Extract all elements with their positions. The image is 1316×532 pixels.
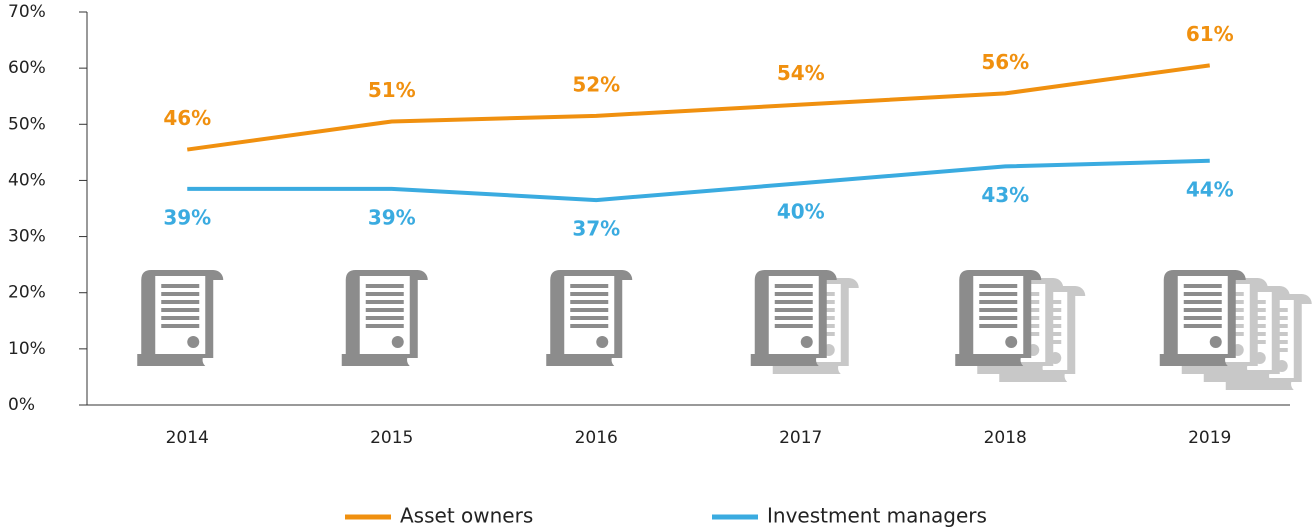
document [1159, 270, 1246, 366]
y-tick-label: 50% [8, 114, 46, 134]
document-icons [137, 270, 1312, 390]
scroll-base [750, 354, 819, 366]
text-line [161, 308, 200, 312]
text-line [979, 308, 1018, 312]
y-tick-label: 30% [8, 227, 46, 247]
text-line [365, 292, 404, 296]
text-line [161, 292, 200, 296]
scroll-base [341, 354, 410, 366]
value-label: 40% [777, 200, 825, 224]
text-line [161, 284, 200, 288]
value-label: 44% [1186, 177, 1234, 201]
y-tick-label: 20% [8, 283, 46, 303]
x-tick-label: 2018 [984, 428, 1027, 448]
text-line [161, 300, 200, 304]
seal [187, 336, 200, 348]
text-line [979, 292, 1018, 296]
text-line [774, 324, 813, 328]
y-tick-label: 60% [8, 58, 46, 78]
text-line [774, 316, 813, 320]
text-line [1183, 292, 1222, 296]
seal [1209, 336, 1222, 348]
text-line [774, 308, 813, 312]
text-line [365, 316, 404, 320]
text-line [570, 284, 609, 288]
text-line [570, 292, 609, 296]
text-line [1183, 308, 1222, 312]
text-line [365, 300, 404, 304]
y-tick-label: 0% [8, 395, 35, 415]
text-line [979, 324, 1018, 328]
text-line [365, 324, 404, 328]
value-label: 61% [1186, 22, 1234, 46]
seal [596, 336, 609, 348]
text-line [774, 300, 813, 304]
x-tick-label: 2016 [575, 428, 618, 448]
value-label: 46% [163, 106, 211, 130]
document [137, 270, 224, 366]
text-line [979, 300, 1018, 304]
scroll-base [546, 354, 615, 366]
y-tick-label: 10% [8, 339, 46, 359]
scroll-base [1159, 354, 1228, 366]
y-tick-label: 40% [8, 170, 46, 190]
x-tick-label: 2014 [166, 428, 209, 448]
value-label: 43% [981, 183, 1029, 207]
document [341, 270, 428, 366]
text-line [570, 300, 609, 304]
value-label: 54% [777, 61, 825, 85]
text-line [774, 292, 813, 296]
document [750, 270, 837, 366]
text-line [161, 324, 200, 328]
legend-label: Investment managers [767, 504, 987, 528]
document [955, 270, 1042, 366]
x-tick-label: 2017 [779, 428, 822, 448]
text-line [1183, 324, 1222, 328]
text-line [979, 284, 1018, 288]
seal [391, 336, 404, 348]
text-line [979, 316, 1018, 320]
x-tick-label: 2015 [370, 428, 413, 448]
value-label: 52% [572, 72, 620, 96]
value-label: 56% [981, 50, 1029, 74]
text-line [570, 324, 609, 328]
text-line [365, 284, 404, 288]
document [546, 270, 633, 366]
text-line [365, 308, 404, 312]
x-tick-label: 2019 [1188, 428, 1231, 448]
legend-label: Asset owners [400, 504, 533, 528]
seal [800, 336, 813, 348]
line [186, 63, 1211, 152]
scroll-base [955, 354, 1024, 366]
text-line [1183, 284, 1222, 288]
seal [1005, 336, 1018, 348]
text-line [570, 308, 609, 312]
line [187, 158, 1210, 203]
text-line [161, 316, 200, 320]
value-label: 39% [368, 205, 416, 229]
text-line [570, 316, 609, 320]
text-line [774, 284, 813, 288]
value-label: 37% [572, 217, 620, 241]
scroll-base [137, 354, 206, 366]
text-line [1183, 316, 1222, 320]
text-line [1183, 300, 1222, 304]
y-tick-label: 70% [8, 2, 46, 22]
value-label: 51% [368, 78, 416, 102]
value-label: 39% [163, 205, 211, 229]
